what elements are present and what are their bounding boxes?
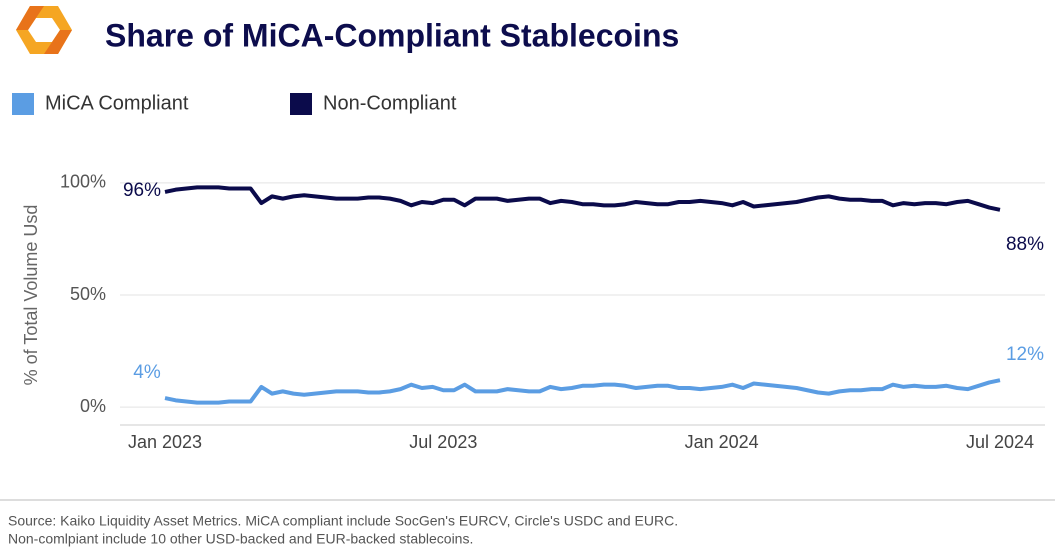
data-label: 12% xyxy=(1006,344,1044,365)
y-axis-label: % of Total Volume Usd xyxy=(21,205,41,386)
x-tick-label: Jul 2023 xyxy=(409,432,477,452)
data-label: 96% xyxy=(123,180,161,201)
y-tick-label: 100% xyxy=(60,172,106,192)
legend-swatch xyxy=(290,93,312,115)
series-line xyxy=(164,185,1001,212)
x-tick-label: Jan 2023 xyxy=(128,432,202,452)
legend-swatch xyxy=(12,93,34,115)
y-tick-label: 0% xyxy=(80,396,106,416)
legend-label: MiCA Compliant xyxy=(45,92,189,114)
y-tick-label: 50% xyxy=(70,284,106,304)
data-label: 4% xyxy=(133,362,161,383)
legend-label: Non-Compliant xyxy=(323,92,457,114)
logo xyxy=(16,6,72,54)
data-label: 88% xyxy=(1006,234,1044,255)
source-note: Non-comlpiant include 10 other USD-backe… xyxy=(8,531,473,547)
source-note: Source: Kaiko Liquidity Asset Metrics. M… xyxy=(8,513,678,529)
series-line xyxy=(164,378,1001,405)
x-tick-label: Jul 2024 xyxy=(966,432,1034,452)
x-tick-label: Jan 2024 xyxy=(685,432,759,452)
chart-title: Share of MiCA-Compliant Stablecoins xyxy=(105,17,679,53)
